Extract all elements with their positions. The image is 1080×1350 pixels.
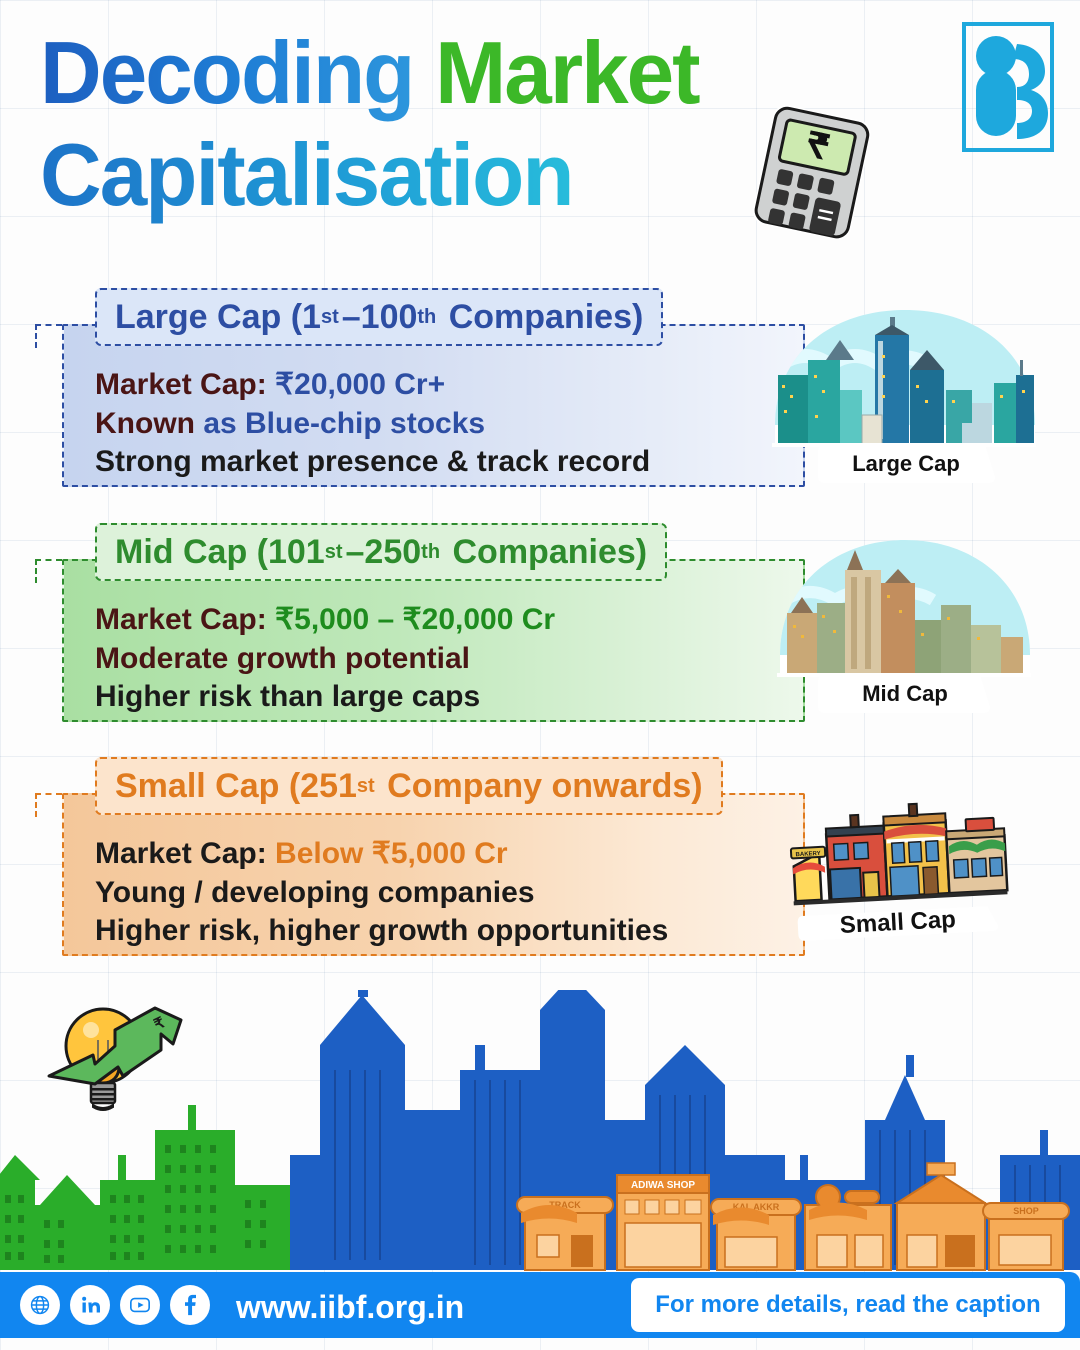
svg-text:ADIWA SHOP: ADIWA SHOP <box>631 1180 695 1191</box>
svg-text:Large Cap: Large Cap <box>852 451 960 476</box>
svg-text:SHOP: SHOP <box>1013 1206 1039 1216</box>
svg-text:Mid Cap: Mid Cap <box>862 681 948 706</box>
